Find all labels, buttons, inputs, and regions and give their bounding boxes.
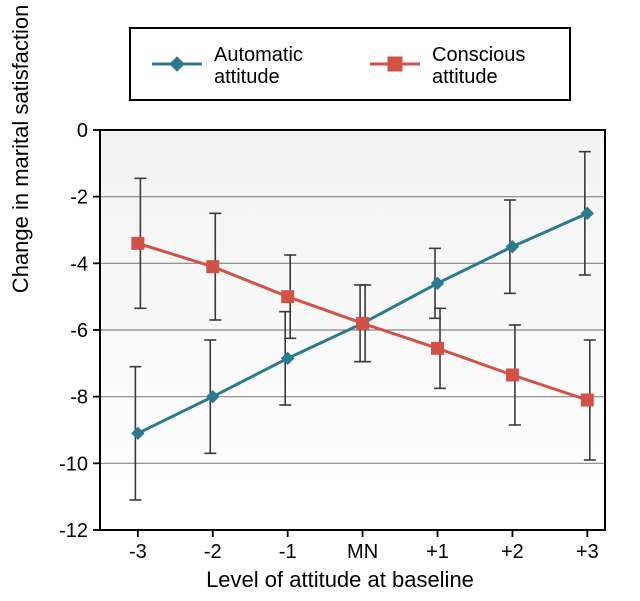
svg-text:+2: +2: [501, 541, 524, 563]
svg-text:Automatic: Automatic: [214, 44, 303, 66]
svg-text:-1: -1: [279, 541, 297, 563]
svg-text:+1: +1: [426, 541, 449, 563]
svg-text:attitude: attitude: [432, 66, 498, 88]
chart-svg: 0-2-4-6-8-10-12-3-2-1MN+1+2+3Automaticat…: [0, 0, 640, 601]
x-axis-title: Level of attitude at baseline: [0, 567, 640, 593]
svg-text:-4: -4: [70, 253, 88, 275]
svg-text:-2: -2: [204, 541, 222, 563]
svg-text:-6: -6: [70, 320, 88, 342]
svg-text:-2: -2: [70, 187, 88, 209]
svg-text:+3: +3: [576, 541, 599, 563]
svg-text:-12: -12: [59, 520, 88, 542]
svg-text:-10: -10: [59, 453, 88, 475]
svg-text:-8: -8: [70, 387, 88, 409]
y-axis-title: Change in marital satisfaction: [8, 4, 34, 293]
svg-text:MN: MN: [347, 541, 378, 563]
svg-text:attitude: attitude: [214, 66, 280, 88]
svg-text:Conscious: Conscious: [432, 44, 525, 66]
svg-text:0: 0: [77, 120, 88, 142]
svg-text:-3: -3: [129, 541, 147, 563]
chart-container: Change in marital satisfaction Level of …: [0, 0, 640, 601]
